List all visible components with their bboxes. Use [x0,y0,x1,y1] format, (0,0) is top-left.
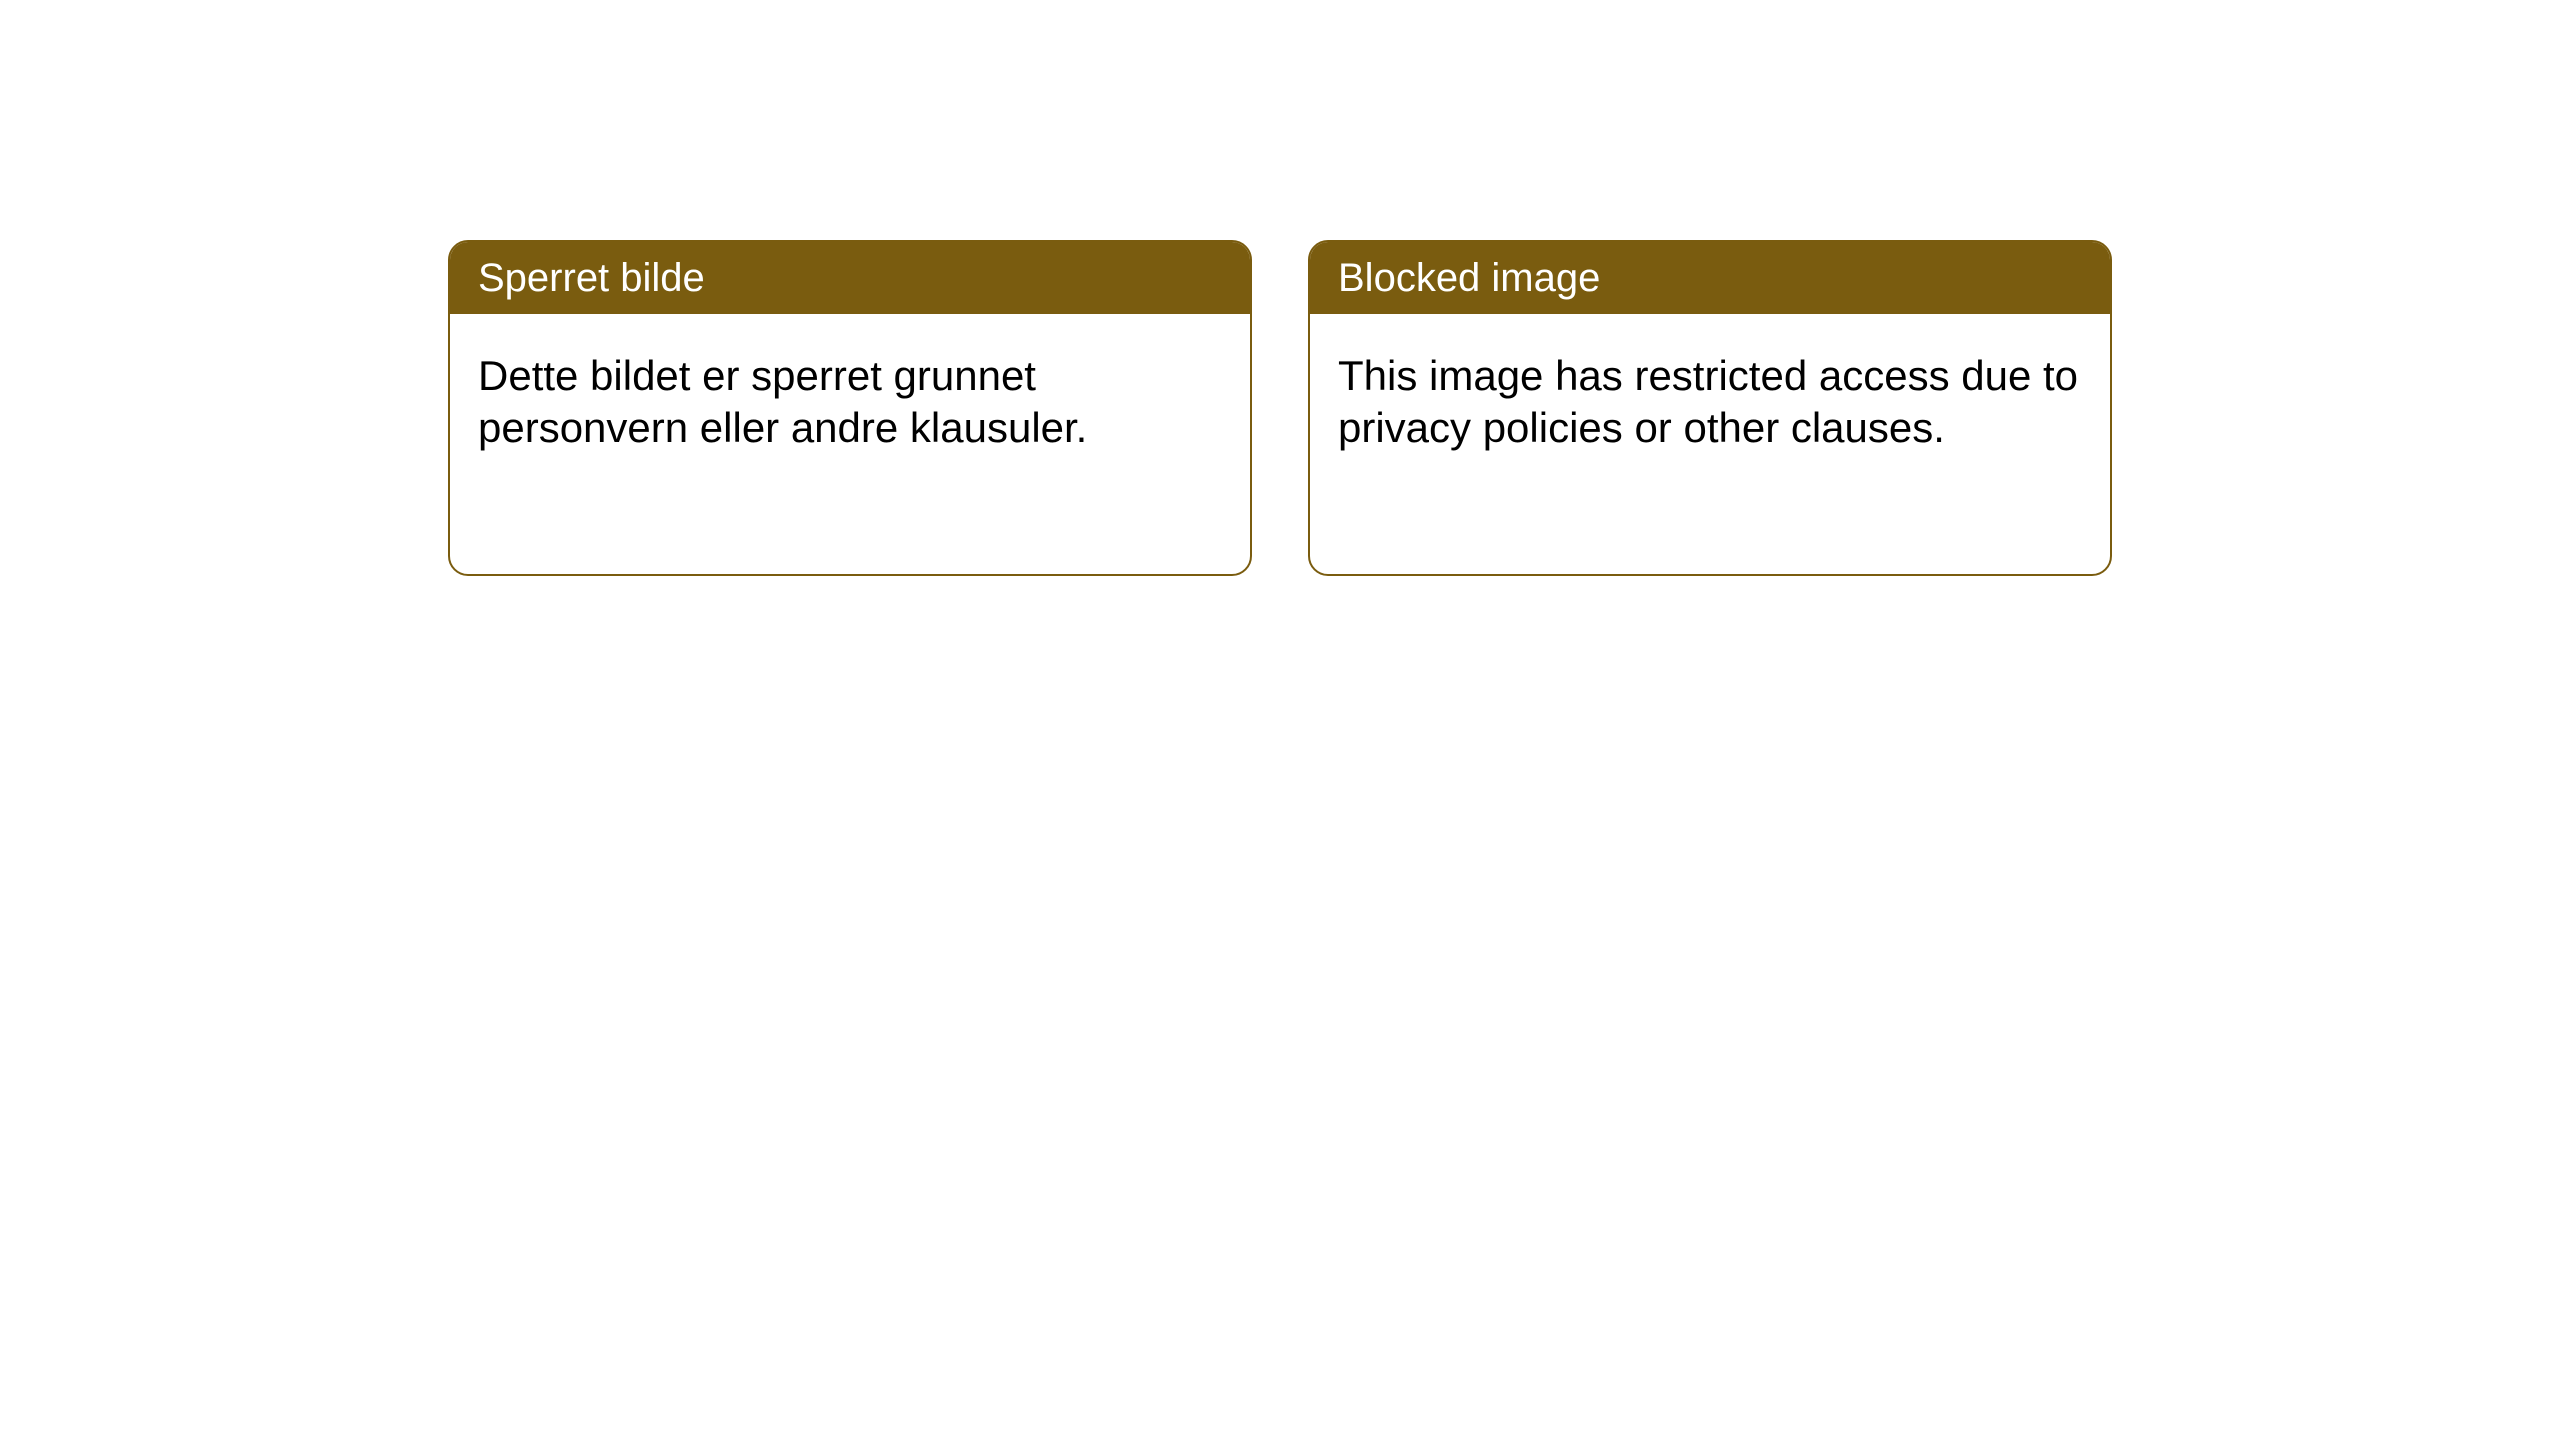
card-body-text: Dette bildet er sperret grunnet personve… [478,352,1087,451]
card-title: Blocked image [1338,256,1600,300]
notice-card-english: Blocked image This image has restricted … [1308,240,2112,576]
card-header: Sperret bilde [450,242,1250,314]
card-body: This image has restricted access due to … [1310,314,2110,490]
card-title: Sperret bilde [478,256,705,300]
notice-card-norwegian: Sperret bilde Dette bildet er sperret gr… [448,240,1252,576]
card-body: Dette bildet er sperret grunnet personve… [450,314,1250,490]
card-body-text: This image has restricted access due to … [1338,352,2078,451]
notice-container: Sperret bilde Dette bildet er sperret gr… [0,0,2560,576]
card-header: Blocked image [1310,242,2110,314]
